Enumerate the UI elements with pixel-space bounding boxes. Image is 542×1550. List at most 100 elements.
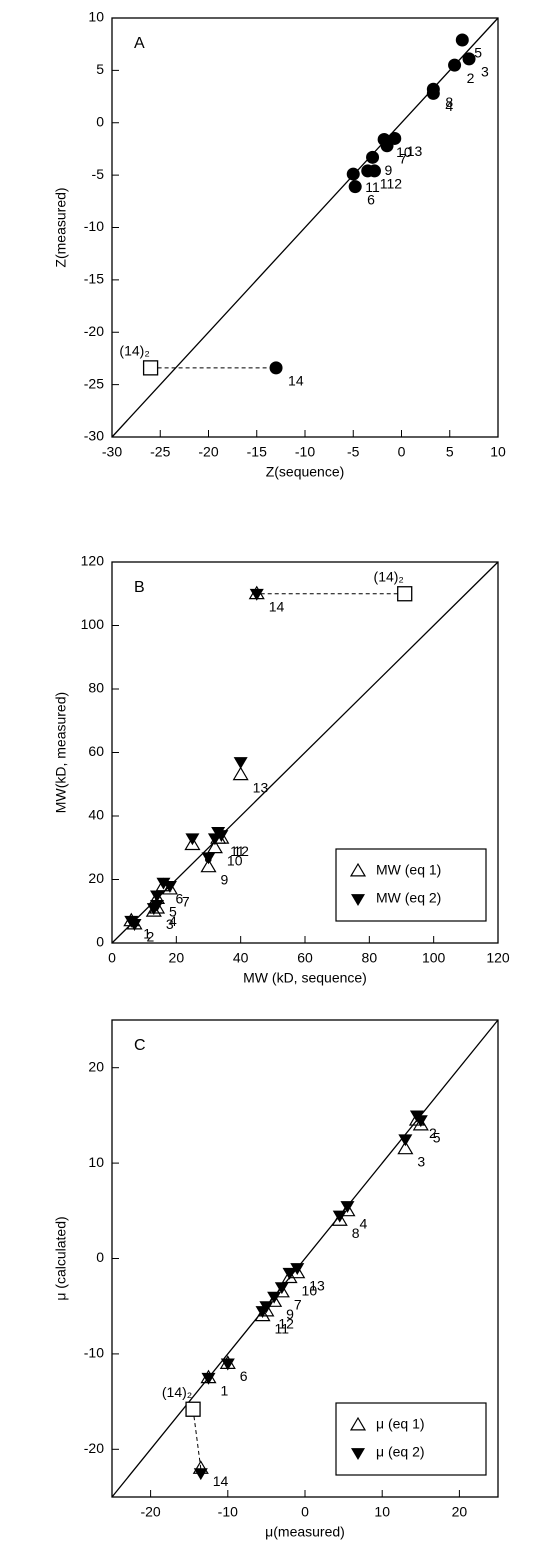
point (290, 1263, 305, 1276)
point-label: 13 (407, 143, 423, 159)
point (331, 1212, 348, 1226)
point-label: 14 (269, 598, 285, 614)
point (200, 858, 217, 873)
y-axis-label: MW(kD, measured) (53, 692, 69, 813)
identity-line (111, 561, 499, 944)
point-label: 5 (433, 1130, 441, 1146)
y-tick-label: -10 (84, 218, 104, 234)
point (201, 852, 216, 865)
point (254, 1307, 271, 1322)
y-tick-label: 100 (81, 616, 105, 632)
x-tick-label: 40 (233, 950, 249, 966)
y-tick-label: -20 (84, 323, 104, 339)
x-tick-label: -10 (295, 444, 315, 460)
x-axis-label: μ(measured) (265, 1524, 345, 1540)
panel-label: A (134, 35, 145, 52)
point-label: 10 (396, 144, 412, 160)
y-axis-label: μ (calculated) (53, 1216, 69, 1300)
point (397, 1140, 414, 1155)
legend-marker (349, 862, 367, 877)
y-tick-label: 60 (88, 743, 104, 759)
x-tick-label: -30 (102, 444, 122, 460)
point-label: 14 (288, 373, 304, 389)
legend-marker (351, 894, 365, 906)
point-label: 13 (309, 1278, 325, 1294)
point (269, 361, 283, 375)
point-label: 2 (467, 70, 475, 86)
point-label: 4 (445, 98, 453, 114)
point-label: 9 (286, 1306, 294, 1322)
point-label: 4 (169, 913, 177, 929)
legend-label: MW (eq 2) (376, 890, 441, 906)
y-tick-label: 20 (88, 870, 104, 886)
x-tick-label: -10 (218, 1504, 238, 1520)
point-label: 12 (386, 176, 402, 192)
point (462, 52, 476, 66)
y-tick-label: 0 (96, 113, 104, 129)
point-label: 11 (365, 179, 380, 195)
x-tick-label: 80 (362, 950, 378, 966)
x-tick-label: -5 (347, 444, 360, 460)
point (413, 1115, 428, 1128)
point (281, 1269, 298, 1284)
y-tick-label: 0 (96, 934, 104, 950)
point (397, 586, 413, 602)
x-tick-label: 120 (486, 950, 510, 966)
identity-line (111, 17, 499, 438)
point (346, 167, 360, 181)
x-tick-label: -15 (247, 444, 267, 460)
panel-label: C (134, 1037, 146, 1054)
point-label: 5 (169, 903, 177, 919)
point (249, 588, 264, 601)
point-label: 9 (221, 872, 229, 888)
x-tick-label: -20 (198, 444, 218, 460)
point (150, 900, 165, 912)
point (267, 1291, 282, 1304)
point-label: (14)₂ (374, 568, 404, 584)
point-label: 1 (380, 176, 388, 192)
point (448, 58, 462, 72)
point-label: 8 (352, 1225, 360, 1241)
x-tick-label: 0 (301, 1504, 309, 1520)
legend-marker (349, 1416, 367, 1431)
point (388, 131, 402, 145)
point (162, 880, 177, 893)
point (214, 830, 229, 843)
y-axis-label: Z(measured) (53, 187, 69, 267)
legend-box (335, 848, 487, 922)
point-label: 7 (399, 150, 407, 166)
point-label: 10 (302, 1282, 318, 1298)
point-label: 13 (253, 779, 269, 795)
y-tick-label: -20 (84, 1440, 104, 1456)
point-label: 8 (445, 94, 453, 110)
point-label: 3 (481, 64, 489, 80)
point (377, 133, 391, 147)
y-tick-label: 120 (81, 553, 105, 569)
point-label: 6 (240, 1368, 248, 1384)
dimer-connector (192, 1409, 202, 1469)
x-tick-label: 0 (108, 950, 116, 966)
x-axis-label: MW (kD, sequence) (243, 970, 367, 986)
point (412, 1116, 429, 1131)
identity-line (111, 1019, 499, 1498)
point (332, 1210, 347, 1223)
y-tick-label: -30 (84, 428, 104, 444)
y-tick-label: -10 (84, 1345, 104, 1361)
point (142, 360, 159, 376)
point (273, 1283, 290, 1298)
x-tick-label: -25 (150, 444, 170, 460)
point (185, 1401, 201, 1417)
y-tick-label: 40 (88, 807, 104, 823)
point-label: 2 (147, 929, 155, 945)
y-tick-label: -15 (84, 271, 104, 287)
point (201, 1372, 216, 1385)
x-tick-label: 0 (398, 444, 406, 460)
point-label: 9 (385, 162, 393, 178)
point (156, 877, 171, 890)
point (127, 919, 142, 931)
x-tick-label: 100 (422, 950, 446, 966)
point (348, 180, 362, 194)
point (426, 82, 440, 96)
